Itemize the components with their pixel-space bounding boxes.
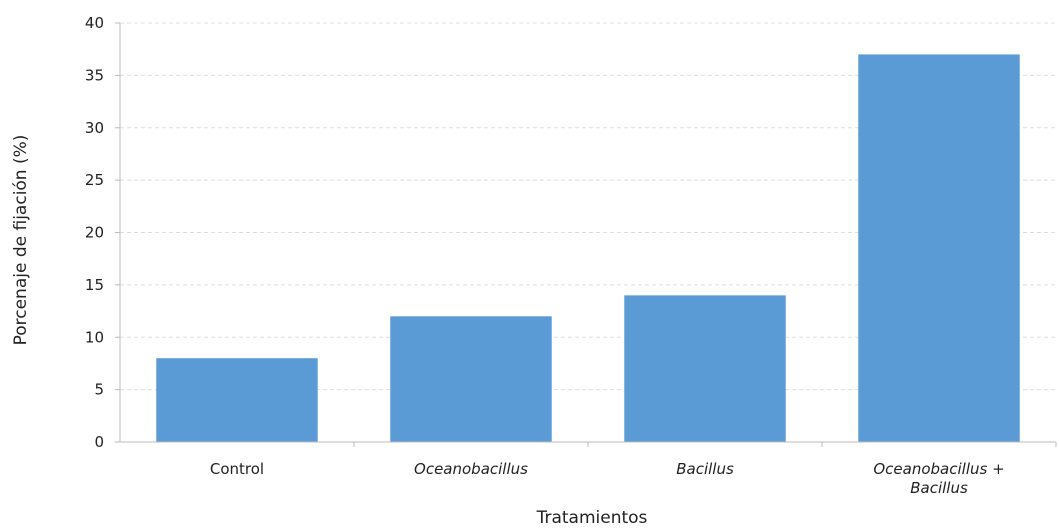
y-tick-label: 20 xyxy=(85,224,104,242)
x-axis-title: Tratamientos xyxy=(536,508,648,528)
x-category-label-line: Control xyxy=(210,460,264,478)
y-tick-label: 35 xyxy=(85,66,104,84)
y-tick-label: 0 xyxy=(94,433,104,451)
x-category-labels: Control Oceanobacillus Bacillus Oceanobacil… xyxy=(210,460,1005,497)
y-tick-label: 25 xyxy=(85,171,104,189)
x-category-label-line: Oceanobacillus xyxy=(414,460,528,478)
bar xyxy=(156,358,318,442)
y-tick-label: 30 xyxy=(85,119,104,137)
y-axis-title: Porcenaje de fijación (%) xyxy=(11,135,31,346)
bar xyxy=(390,316,552,442)
x-category-label-line: Oceanobacillus + xyxy=(873,460,1004,478)
x-category-label-line: Bacillus xyxy=(676,460,734,478)
y-tick-label: 5 xyxy=(94,381,104,399)
y-tick-label: 10 xyxy=(85,328,104,346)
y-tick-label: 15 xyxy=(85,276,104,294)
x-category-label: Control xyxy=(210,460,264,478)
y-tick-label: 40 xyxy=(85,14,104,32)
x-category-label: Oceanobacillus + Bacillus xyxy=(873,460,1004,497)
x-category-label: Bacillus xyxy=(676,460,734,478)
y-tick-labels: 0 5 10 15 20 25 30 35 40 xyxy=(85,14,104,451)
x-category-label-line: Bacillus xyxy=(910,479,968,497)
axes xyxy=(115,22,1057,447)
bar xyxy=(624,295,786,442)
bar xyxy=(858,54,1020,443)
x-category-label: Oceanobacillus xyxy=(414,460,528,478)
bars xyxy=(156,54,1020,443)
